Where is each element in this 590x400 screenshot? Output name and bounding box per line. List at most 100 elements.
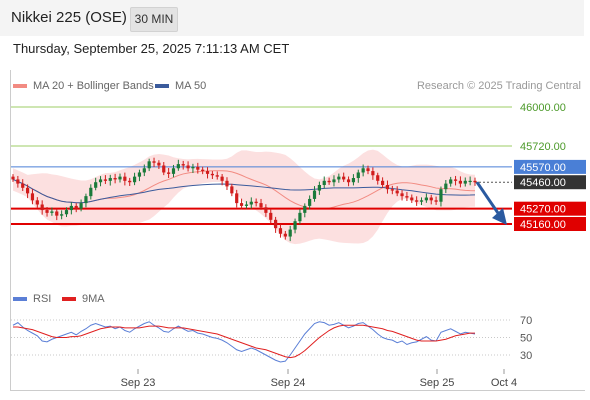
candle-body-12	[69, 205, 73, 211]
candle-body-6	[40, 204, 44, 211]
candle-body-20	[108, 178, 112, 181]
candle-body-66	[332, 179, 336, 183]
candle-body-0	[11, 176, 15, 180]
legend-rsi-swatch	[13, 297, 27, 301]
level-label-5: 45160.00	[520, 219, 566, 231]
candle-body-56	[283, 233, 287, 237]
candle-body-8	[50, 211, 54, 213]
candle-body-29	[152, 161, 156, 163]
candle-body-52	[264, 207, 268, 213]
chart-header: Nikkei 225 (OSE) 30 MIN	[0, 0, 584, 36]
chart-frame	[10, 70, 585, 391]
candle-body-7	[45, 210, 49, 213]
candle-body-89	[444, 183, 448, 190]
candle-body-74	[371, 171, 375, 176]
candle-body-43	[220, 176, 224, 181]
candle-body-63	[317, 185, 321, 191]
candle-body-28	[147, 161, 151, 169]
candle-body-41	[210, 173, 214, 176]
legend-ma20: MA 20 + Bollinger Bands	[13, 80, 154, 92]
legend-ma50: MA 50	[155, 80, 206, 92]
candle-body-51	[259, 203, 263, 208]
legend-rsi-label: RSI	[33, 293, 52, 305]
candle-body-37	[191, 166, 195, 169]
candle-body-32	[167, 172, 171, 174]
candle-body-9	[55, 211, 59, 216]
candle-body-83	[415, 200, 419, 202]
candle-body-18	[98, 179, 103, 183]
x-tick-label-0: Sep 23	[121, 377, 156, 389]
level-tag-5	[514, 217, 586, 231]
candle-body-49	[249, 201, 253, 205]
candle-body-50	[254, 201, 258, 204]
legend-9ma-swatch	[62, 297, 76, 301]
level-label-4: 45270.00	[520, 204, 566, 216]
candle-body-72	[361, 168, 365, 173]
candle-body-24	[128, 180, 132, 183]
candle-body-76	[381, 180, 385, 185]
candle-body-93	[463, 180, 467, 184]
legend-9ma-label: 9MA	[82, 293, 105, 305]
level-label-3: 45460.00	[520, 177, 566, 189]
forecast-arrow-head	[492, 208, 507, 225]
candle-body-91	[453, 179, 458, 181]
rsi-level-label-1: 50	[520, 333, 532, 345]
level-label-2: 45570.00	[520, 162, 566, 174]
candle-body-70	[351, 178, 356, 183]
candle-body-61	[308, 198, 312, 206]
candle-body-65	[327, 180, 331, 183]
candle-body-14	[79, 203, 83, 209]
candle-body-27	[142, 168, 146, 173]
candle-body-77	[385, 185, 390, 190]
candle-body-87	[434, 200, 438, 202]
x-tick-label-3: Oct 4	[491, 377, 517, 389]
candle-body-36	[186, 165, 190, 169]
candle-body-78	[390, 189, 394, 191]
level-label-0: 46000.00	[520, 102, 566, 114]
legend-rsi: RSI	[13, 293, 51, 305]
candle-body-75	[376, 175, 380, 181]
candle-body-81	[405, 196, 409, 198]
legend-ma50-swatch	[155, 84, 169, 88]
candle-body-46	[235, 193, 239, 204]
candle-body-33	[171, 168, 176, 174]
rsi-level-label-0: 70	[520, 315, 532, 327]
candle-body-82	[410, 197, 414, 201]
candle-body-39	[201, 169, 205, 172]
candle-body-85	[424, 197, 428, 201]
candle-body-21	[113, 178, 117, 180]
legend-ma20-label: MA 20 + Bollinger Bands	[33, 80, 154, 92]
interval-button[interactable]: 30 MIN	[130, 7, 178, 32]
candle-body-2	[21, 183, 25, 188]
candle-body-35	[181, 164, 185, 166]
candle-body-34	[176, 164, 180, 169]
candle-body-73	[366, 168, 370, 172]
candle-body-1	[16, 179, 20, 184]
candle-body-69	[346, 179, 351, 183]
candle-body-92	[458, 180, 463, 184]
candle-body-95	[473, 180, 477, 183]
candle-body-44	[225, 180, 229, 187]
candle-body-16	[89, 187, 93, 197]
candle-body-60	[303, 205, 307, 213]
candle-body-88	[439, 189, 443, 202]
candle-body-84	[419, 200, 424, 202]
candle-body-5	[35, 200, 39, 205]
candle-body-94	[468, 180, 472, 183]
candle-body-79	[395, 190, 399, 194]
candle-body-53	[269, 212, 273, 220]
candle-body-86	[429, 197, 433, 201]
candle-body-30	[157, 162, 161, 166]
candle-body-17	[94, 182, 98, 188]
candle-body-22	[118, 176, 122, 180]
candle-body-13	[74, 205, 78, 209]
ma50-line	[12, 178, 476, 204]
candle-body-10	[60, 214, 64, 216]
level-tag-4	[514, 201, 586, 216]
candle-body-58	[293, 221, 297, 230]
candle-body-68	[342, 176, 346, 180]
level-tag-2	[514, 159, 586, 174]
legend-ma20-swatch	[13, 84, 27, 88]
timestamp: Thursday, September 25, 2025 7:11:13 AM …	[13, 41, 290, 56]
